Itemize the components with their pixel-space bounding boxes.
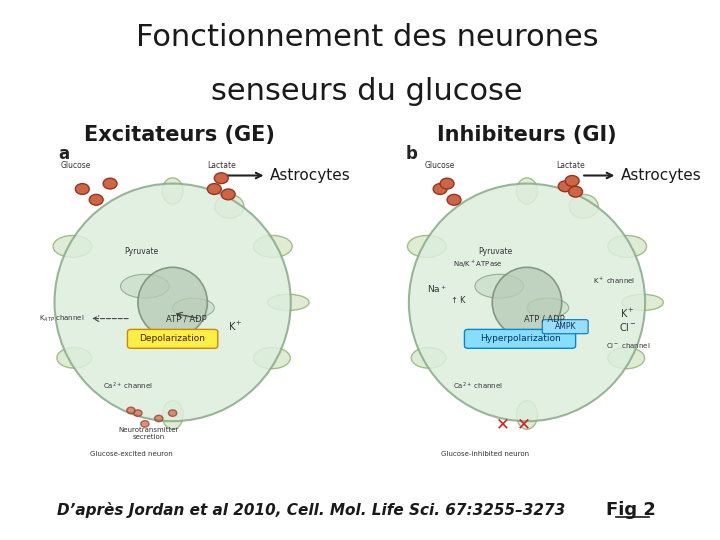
Ellipse shape (608, 348, 644, 369)
Ellipse shape (253, 348, 290, 369)
Text: Hyperpolarization: Hyperpolarization (480, 334, 560, 343)
Ellipse shape (253, 235, 292, 257)
Text: ✕: ✕ (516, 415, 531, 433)
Ellipse shape (409, 184, 645, 421)
Circle shape (569, 186, 582, 197)
Ellipse shape (55, 184, 291, 421)
Text: Ca$^{2+}$ channel: Ca$^{2+}$ channel (454, 381, 503, 392)
Text: D’après Jordan et al 2010, Cell. Mol. Life Sci. 67:3255–3273: D’après Jordan et al 2010, Cell. Mol. Li… (58, 502, 566, 518)
Ellipse shape (475, 274, 523, 298)
Ellipse shape (162, 401, 183, 429)
Text: Astrocytes: Astrocytes (621, 168, 701, 183)
Text: Glucose: Glucose (425, 161, 455, 170)
Ellipse shape (408, 235, 446, 257)
Circle shape (558, 181, 572, 192)
Ellipse shape (570, 194, 598, 218)
Text: K$_{ATP}$ channel: K$_{ATP}$ channel (39, 314, 84, 323)
Circle shape (565, 176, 579, 186)
Ellipse shape (516, 401, 537, 429)
Circle shape (103, 178, 117, 189)
Text: Glucose: Glucose (60, 161, 91, 170)
Circle shape (221, 189, 235, 200)
Ellipse shape (527, 298, 569, 318)
Circle shape (447, 194, 461, 205)
Text: b: b (405, 145, 418, 163)
Ellipse shape (162, 178, 183, 204)
Circle shape (134, 410, 142, 416)
Text: senseurs du glucose: senseurs du glucose (212, 77, 523, 106)
Text: Glucose-excited neuron: Glucose-excited neuron (89, 451, 172, 457)
Ellipse shape (53, 235, 91, 257)
Ellipse shape (516, 178, 537, 204)
Text: Na/K$^+$ATPase: Na/K$^+$ATPase (454, 259, 503, 270)
Ellipse shape (57, 348, 91, 368)
Text: Inhibiteurs (GI): Inhibiteurs (GI) (437, 125, 617, 145)
Ellipse shape (492, 267, 562, 338)
Ellipse shape (120, 274, 169, 298)
Text: ATP / ADP: ATP / ADP (166, 314, 207, 323)
Circle shape (215, 173, 228, 184)
Circle shape (207, 184, 221, 194)
FancyBboxPatch shape (464, 329, 575, 348)
Circle shape (76, 184, 89, 194)
Circle shape (127, 407, 135, 414)
Text: AMPK: AMPK (554, 322, 576, 331)
Circle shape (168, 410, 177, 416)
Text: a: a (58, 145, 69, 163)
Text: Lactate: Lactate (557, 161, 585, 170)
Text: Pyruvate: Pyruvate (479, 247, 513, 255)
Text: $\uparrow$K: $\uparrow$K (449, 294, 467, 305)
Text: Lactate: Lactate (207, 161, 235, 170)
Circle shape (89, 194, 103, 205)
Text: Excitateurs (GE): Excitateurs (GE) (84, 125, 275, 145)
Text: Cl$^-$: Cl$^-$ (618, 321, 636, 333)
Ellipse shape (173, 298, 215, 318)
Text: Cl$^-$ channel: Cl$^-$ channel (606, 341, 650, 350)
Text: K$^+$: K$^+$ (228, 320, 243, 333)
Ellipse shape (411, 348, 446, 368)
Text: Fonctionnement des neurones: Fonctionnement des neurones (136, 23, 598, 52)
Text: ATP / ADP: ATP / ADP (524, 314, 564, 323)
Ellipse shape (215, 194, 244, 218)
Text: Fig 2: Fig 2 (606, 501, 656, 519)
Text: Depolarization: Depolarization (140, 334, 206, 343)
Ellipse shape (608, 235, 647, 257)
Ellipse shape (268, 294, 309, 310)
Text: Pyruvate: Pyruvate (125, 247, 158, 255)
FancyBboxPatch shape (127, 329, 217, 348)
Text: Neurotransmitter
secretion: Neurotransmitter secretion (118, 427, 179, 440)
Text: K$^+$ channel: K$^+$ channel (593, 275, 635, 286)
Text: ✕: ✕ (496, 415, 510, 433)
Text: Na$^+$: Na$^+$ (426, 283, 446, 295)
Ellipse shape (622, 294, 663, 310)
Circle shape (440, 178, 454, 189)
Text: K$^+$: K$^+$ (621, 307, 635, 320)
Circle shape (140, 421, 149, 427)
FancyBboxPatch shape (542, 320, 588, 334)
Circle shape (155, 415, 163, 422)
Text: Ca$^{2+}$ channel: Ca$^{2+}$ channel (102, 381, 153, 392)
Text: Astrocytes: Astrocytes (270, 168, 351, 183)
Text: Glucose-inhibited neuron: Glucose-inhibited neuron (441, 451, 529, 457)
Circle shape (433, 184, 447, 194)
Ellipse shape (138, 267, 207, 338)
